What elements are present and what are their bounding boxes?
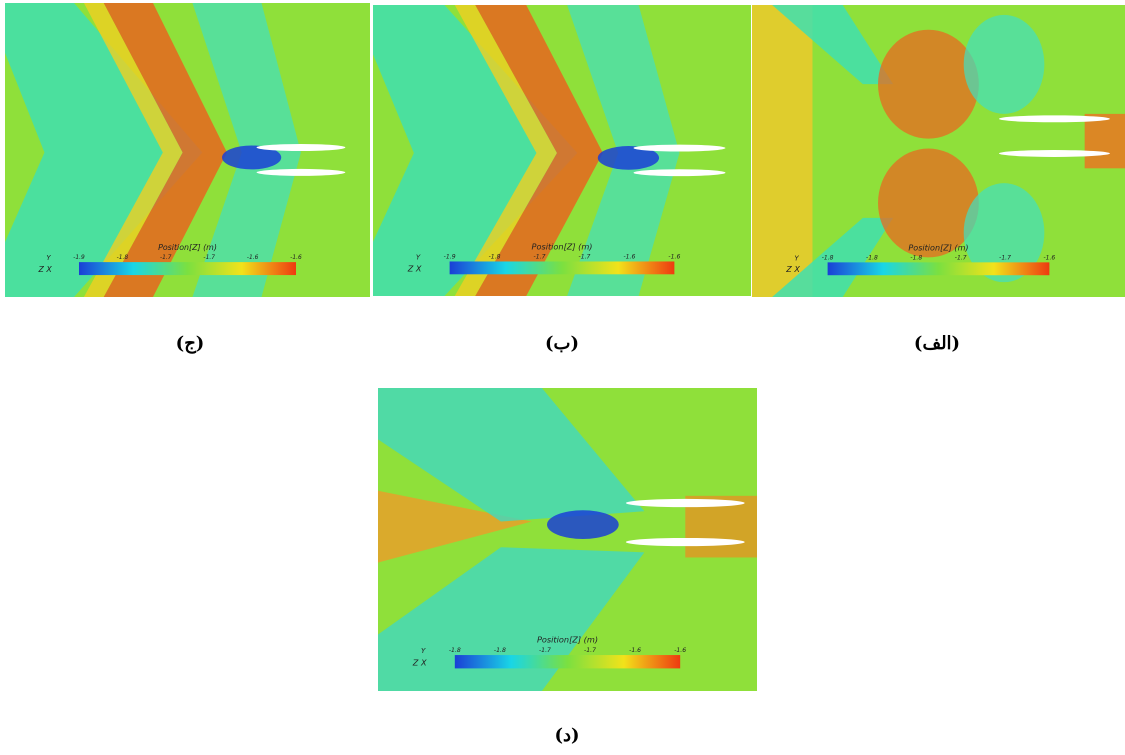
colorbar-title: Position[Z] (m) — [158, 243, 217, 252]
colorbar-tick: -1.9 — [444, 254, 456, 261]
colorbar-tick: -1.7 — [203, 254, 215, 261]
band — [752, 5, 812, 297]
colorbar-tick: -1.7 — [534, 254, 546, 261]
colorbar-title: Position[Z] (m) — [532, 243, 593, 252]
axis-label: Y — [421, 646, 426, 655]
blade — [626, 538, 745, 546]
colorbar-tick: -1.6 — [1043, 254, 1055, 261]
blade — [999, 115, 1110, 122]
band — [964, 15, 1045, 114]
colorbar-title: Position[Z] (m) — [537, 635, 598, 645]
colorbar-tick: -1.7 — [160, 254, 172, 261]
colorbar-tick: -1.8 — [489, 254, 501, 261]
band — [878, 149, 979, 258]
axis-label: Y — [794, 254, 799, 262]
caption: (ج) — [130, 333, 250, 354]
axis-label: Z X — [412, 657, 427, 667]
colorbar-tick: -1.7 — [584, 647, 596, 654]
colorbar-tick: -1.8 — [494, 647, 506, 654]
colorbar-tick: -1.8 — [449, 647, 461, 654]
axis-label: Y — [416, 253, 421, 262]
colorbar-tick: -1.7 — [955, 254, 967, 261]
blade — [257, 144, 346, 151]
colorbar-tick: -1.6 — [623, 254, 635, 261]
axis-label: Y — [46, 254, 51, 262]
blade — [257, 169, 346, 176]
blade — [634, 145, 726, 152]
colorbar-tick: -1.6 — [674, 647, 686, 654]
colorbar-tick: -1.8 — [117, 254, 129, 261]
caption: (ب) — [502, 333, 622, 354]
band — [1085, 114, 1125, 168]
contour-plot: Position[Z] (m)-1.8-1.8-1.8-1.7-1.7-1.6Y… — [752, 5, 1125, 297]
colorbar — [828, 262, 1050, 275]
caption: (د) — [507, 725, 627, 746]
colorbar-tick: -1.8 — [822, 254, 834, 261]
colorbar-tick: -1.8 — [866, 254, 878, 261]
contour-plot: Position[Z] (m) -1.9 -1.8 -1.7 -1.7 -1.6 -1.6 Y… — [5, 3, 370, 297]
colorbar — [450, 261, 675, 274]
colorbar-tick: -1.6 — [247, 254, 259, 261]
colorbar-tick: -1.6 — [290, 254, 302, 261]
colorbar-tick: -1.7 — [578, 254, 590, 261]
blade — [626, 499, 745, 507]
contour-plot: Position[Z] (m) -1.8 -1.8 -1.7 -1.7 -1.6 -1.6 Y… — [378, 388, 757, 691]
colorbar-tick: -1.7 — [539, 647, 551, 654]
colorbar-tick: -1.9 — [73, 254, 85, 261]
colorbar-tick: -1.7 — [999, 254, 1011, 261]
blade — [999, 150, 1110, 157]
caption: (الف) — [877, 333, 997, 354]
band — [878, 30, 979, 139]
axis-label: Z X — [407, 264, 422, 273]
blade — [634, 169, 726, 176]
axis-label: Z X — [38, 265, 53, 274]
colorbar — [455, 655, 680, 668]
axis-label: Z X — [785, 265, 800, 274]
colorbar-title: Position[Z] (m) — [908, 244, 968, 253]
colorbar-tick: -1.6 — [629, 647, 641, 654]
colorbar — [79, 262, 296, 275]
wake — [547, 510, 619, 539]
contour-plot: Position[Z] (m) -1.9 -1.8 -1.7 -1.7 -1.6 -1.6 Y… — [373, 5, 751, 296]
colorbar-tick: -1.8 — [910, 254, 922, 261]
colorbar-tick: -1.6 — [668, 254, 680, 261]
figure: Position[Z] (m) -1.9 -1.8 -1.7 -1.7 -1.6 -1.6 Y… — [0, 0, 1125, 755]
